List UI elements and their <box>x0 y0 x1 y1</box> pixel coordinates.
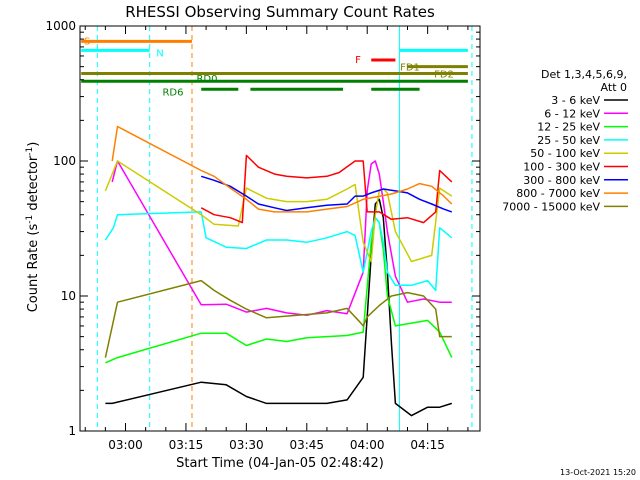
y-axis-label: Count Rate (s-1 detector-1) <box>25 142 41 313</box>
series-line <box>111 125 453 213</box>
legend-entry-label: 100 - 300 keV <box>523 161 600 174</box>
x-tick-label: 04:00 <box>350 438 385 452</box>
legend-title-2: Att 0 <box>601 81 627 94</box>
series-line <box>105 216 453 364</box>
ylabel-sup: -1 <box>25 147 35 156</box>
y-tick-label: 1000 <box>45 19 76 33</box>
chart-title: RHESSI Observing Summary Count Rates <box>125 3 435 21</box>
y-tick-label: 100 <box>53 154 76 168</box>
legend-entry-label: 12 - 25 keV <box>537 121 600 134</box>
svg-text:Count Rate (s-1 detector-1): Count Rate (s-1 detector-1) <box>25 142 41 313</box>
legend-entry-label: 7000 - 15000 keV <box>502 200 600 213</box>
flag-label: RD6 <box>162 87 183 98</box>
x-tick-label: 03:30 <box>229 438 264 452</box>
series-line <box>200 154 453 224</box>
flag-label: FD1 <box>400 63 420 74</box>
ylabel-part: Count Rate (s <box>26 224 41 313</box>
flag-label: S <box>84 36 90 47</box>
ylabel-part: ) <box>26 142 41 147</box>
plot-frame <box>79 25 481 432</box>
ylabel-sup: -1 <box>25 215 35 224</box>
x-axis-label: Start Time (04-Jan-05 02:48:42) <box>176 456 384 471</box>
series-line <box>104 279 452 358</box>
series-line <box>111 160 452 317</box>
flag-label: FD2 <box>434 69 454 80</box>
flag-label: RD0 <box>196 74 217 85</box>
ylabel-part: detector <box>26 155 41 215</box>
x-tick-label: 03:45 <box>289 438 324 452</box>
legend-entry-label: 3 - 6 keV <box>551 94 600 107</box>
legend-entry-label: 800 - 7000 keV <box>516 187 600 200</box>
y-tick-label: 10 <box>61 289 76 303</box>
legend-entry-label: 50 - 100 keV <box>530 147 600 160</box>
x-tick-label: 03:00 <box>108 438 143 452</box>
series-line <box>104 211 453 292</box>
series-line <box>200 175 453 213</box>
x-tick-label: 04:15 <box>410 438 445 452</box>
legend-title-1: Det 1,3,4,5,6,9, <box>541 68 627 81</box>
footer-timestamp: 13-Oct-2021 15:20 <box>560 468 636 477</box>
flag-label: N <box>156 48 163 59</box>
legend-entry-label: 25 - 50 keV <box>537 134 600 147</box>
series-line <box>104 160 453 263</box>
x-tick-label: 03:15 <box>169 438 204 452</box>
y-tick-label: 1 <box>68 424 76 438</box>
flag-label: F <box>355 55 361 66</box>
legend-entry-label: 300 - 800 keV <box>523 174 600 187</box>
legend-entry-label: 6 - 12 keV <box>544 107 600 120</box>
